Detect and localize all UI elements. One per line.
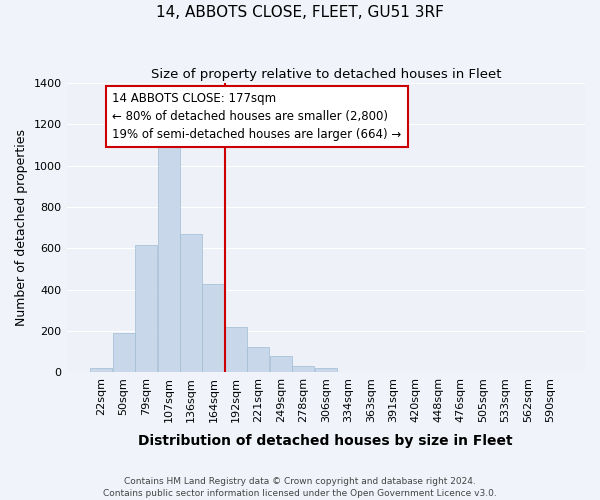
Bar	[247, 346, 269, 372]
Text: Contains HM Land Registry data © Crown copyright and database right 2024.
Contai: Contains HM Land Registry data © Crown c…	[103, 476, 497, 498]
Bar	[180, 234, 202, 372]
Bar	[202, 284, 224, 372]
Bar	[90, 368, 112, 372]
Bar	[158, 143, 179, 372]
Title: Size of property relative to detached houses in Fleet: Size of property relative to detached ho…	[151, 68, 501, 80]
Text: 14, ABBOTS CLOSE, FLEET, GU51 3RF: 14, ABBOTS CLOSE, FLEET, GU51 3RF	[156, 5, 444, 20]
Text: 14 ABBOTS CLOSE: 177sqm
← 80% of detached houses are smaller (2,800)
19% of semi: 14 ABBOTS CLOSE: 177sqm ← 80% of detache…	[112, 92, 401, 142]
Bar	[270, 356, 292, 372]
Bar	[315, 368, 337, 372]
Bar	[135, 246, 157, 372]
X-axis label: Distribution of detached houses by size in Fleet: Distribution of detached houses by size …	[139, 434, 513, 448]
Y-axis label: Number of detached properties: Number of detached properties	[15, 129, 28, 326]
Bar	[292, 366, 314, 372]
Bar	[225, 327, 247, 372]
Bar	[113, 333, 134, 372]
